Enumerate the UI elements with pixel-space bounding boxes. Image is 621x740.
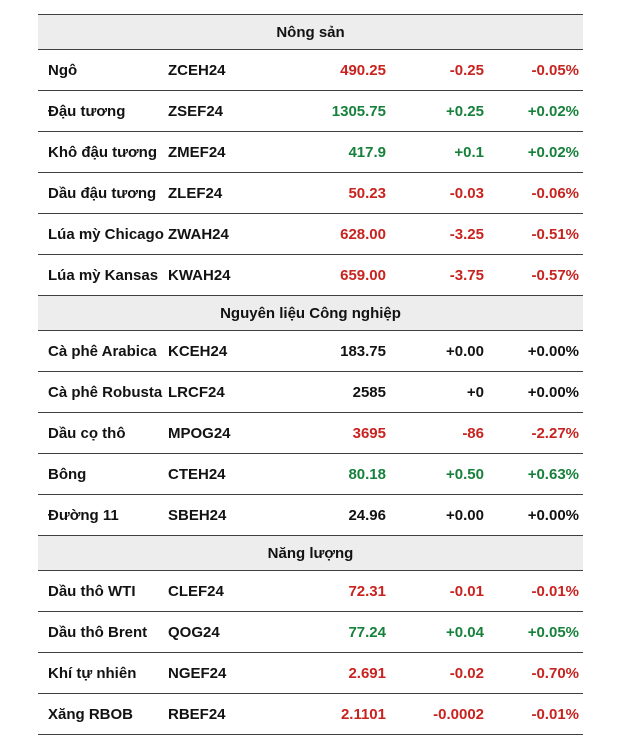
percent-change: +0.02% (527, 143, 579, 161)
change: +0.1 (454, 143, 484, 161)
price: 490.25 (340, 61, 386, 79)
percent-change: +0.00% (527, 342, 579, 360)
change: -0.03 (449, 184, 484, 202)
contract-code: ZWAH24 (168, 225, 229, 243)
change: -86 (462, 424, 484, 442)
commodity-name: Dầu thô WTI (48, 582, 136, 600)
commodity-name: Khí tự nhiên (48, 664, 137, 682)
contract-code: ZLEF24 (168, 184, 223, 202)
commodity-name: Xăng RBOB (48, 705, 134, 723)
commodity-name: Khô đậu tương (48, 143, 158, 161)
percent-change: -0.06% (531, 184, 579, 202)
section-title: Nguyên liệu Công nghiệp (220, 304, 401, 322)
change: -3.75 (449, 266, 484, 284)
table-row: Lúa mỳ Kansas KWAH24 659.00 -3.75 -0.57% (38, 255, 583, 296)
section-header: Nguyên liệu Công nghiệp (38, 296, 583, 331)
section-title: Năng lượng (267, 544, 354, 562)
table-row: Khô đậu tương ZMEF24 417.9 +0.1 +0.02% (38, 132, 583, 173)
price: 1305.75 (331, 102, 386, 120)
percent-change: +0.63% (527, 465, 579, 483)
contract-code: CTEH24 (168, 465, 226, 483)
commodity-name: Cà phê Arabica (48, 342, 157, 360)
percent-change: -0.70% (531, 664, 579, 682)
commodity-name: Đậu tương (48, 102, 126, 120)
percent-change: +0.05% (527, 623, 579, 641)
table-row: Đậu tương ZSEF24 1305.75 +0.25 +0.02% (38, 91, 583, 132)
price: 417.9 (348, 143, 386, 161)
change: -0.02 (449, 664, 484, 682)
contract-code: SBEH24 (168, 506, 227, 524)
percent-change: +0.00% (527, 506, 579, 524)
commodity-name: Lúa mỳ Chicago (48, 225, 164, 243)
table-row: Dầu cọ thô MPOG24 3695 -86 -2.27% (38, 413, 583, 454)
percent-change: -0.05% (531, 61, 579, 79)
price: 2.691 (348, 664, 386, 682)
change: +0.00 (446, 506, 484, 524)
table-row: Ngô ZCEH24 490.25 -0.25 -0.05% (38, 50, 583, 91)
price: 628.00 (340, 225, 386, 243)
price: 2.1101 (340, 705, 386, 723)
commodity-name: Ngô (48, 61, 78, 79)
commodity-name: Cà phê Robusta (48, 383, 163, 401)
price: 80.18 (348, 465, 386, 483)
commodity-name: Dầu đậu tương (48, 184, 157, 202)
price: 50.23 (348, 184, 386, 202)
change: +0.25 (446, 102, 484, 120)
contract-code: QOG24 (168, 623, 220, 641)
change: -0.0002 (433, 705, 484, 723)
commodity-name: Dầu cọ thô (48, 424, 126, 442)
contract-code: NGEF24 (168, 664, 227, 682)
percent-change: -0.51% (531, 225, 579, 243)
contract-code: ZCEH24 (168, 61, 226, 79)
price: 72.31 (348, 582, 386, 600)
contract-code: RBEF24 (168, 705, 226, 723)
table-row: Khí tự nhiên NGEF24 2.691 -0.02 -0.70% (38, 653, 583, 694)
change: -3.25 (449, 225, 484, 243)
percent-change: +0.00% (527, 383, 579, 401)
change: +0.04 (446, 623, 484, 641)
commodity-name: Lúa mỳ Kansas (48, 266, 159, 284)
change: +0.50 (446, 465, 484, 483)
contract-code: KWAH24 (168, 266, 231, 284)
contract-code: KCEH24 (168, 342, 228, 360)
change: -0.25 (449, 61, 484, 79)
price: 183.75 (340, 342, 386, 360)
change: +0.00 (446, 342, 484, 360)
table-row: Dầu đậu tương ZLEF24 50.23 -0.03 -0.06% (38, 173, 583, 214)
contract-code: ZMEF24 (168, 143, 226, 161)
commodity-name: Dầu thô Brent (48, 623, 148, 641)
table-row: Cà phê Robusta LRCF24 2585 +0 +0.00% (38, 372, 583, 413)
contract-code: CLEF24 (168, 582, 224, 600)
section-title: Nông sản (276, 23, 345, 41)
percent-change: -0.57% (531, 266, 579, 284)
table-row: Bông CTEH24 80.18 +0.50 +0.63% (38, 454, 583, 495)
change: -0.01 (449, 582, 484, 600)
price: 77.24 (348, 623, 386, 641)
table-row: Cà phê Arabica KCEH24 183.75 +0.00 +0.00% (38, 331, 583, 372)
table-row: Lúa mỳ Chicago ZWAH24 628.00 -3.25 -0.51% (38, 214, 583, 255)
commodity-name: Đường 11 (48, 506, 119, 524)
table-row: Dầu thô WTI CLEF24 72.31 -0.01 -0.01% (38, 571, 583, 612)
percent-change: -2.27% (531, 424, 579, 442)
price: 2585 (352, 383, 386, 401)
table-row: Xăng RBOB RBEF24 2.1101 -0.0002 -0.01% (38, 694, 583, 735)
table-row: Đường 11 SBEH24 24.96 +0.00 +0.00% (38, 495, 583, 536)
contract-code: LRCF24 (168, 383, 225, 401)
price: 24.96 (348, 506, 386, 524)
percent-change: -0.01% (531, 705, 579, 723)
commodity-name: Bông (48, 465, 87, 483)
contract-code: MPOG24 (168, 424, 231, 442)
percent-change: +0.02% (527, 102, 579, 120)
percent-change: -0.01% (531, 582, 579, 600)
commodity-price-table: Nông sản Ngô ZCEH24 490.25 -0.25 -0.05% Đậu tư… (38, 14, 583, 735)
price: 659.00 (340, 266, 386, 284)
price: 3695 (352, 424, 386, 442)
section-header: Năng lượng (38, 536, 583, 571)
change: +0 (466, 383, 484, 401)
contract-code: ZSEF24 (168, 102, 224, 120)
table-row: Dầu thô Brent QOG24 77.24 +0.04 +0.05% (38, 612, 583, 653)
section-header: Nông sản (38, 15, 583, 50)
